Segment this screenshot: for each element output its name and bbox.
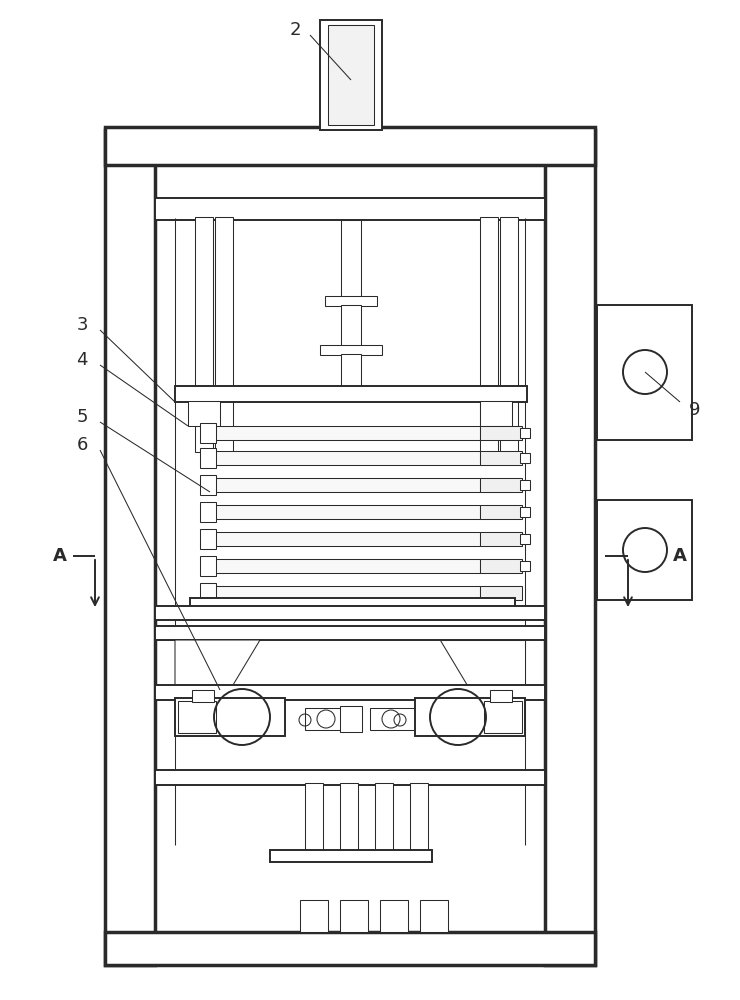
Polygon shape — [175, 640, 260, 690]
Bar — [480, 478, 522, 492]
Bar — [520, 428, 530, 438]
Bar — [420, 900, 448, 932]
Text: A: A — [673, 547, 687, 565]
Bar — [410, 783, 428, 855]
Text: 5: 5 — [76, 408, 88, 426]
Bar — [370, 708, 422, 730]
Bar — [210, 426, 480, 440]
Bar — [597, 500, 692, 600]
Bar — [520, 453, 530, 463]
Bar — [178, 701, 216, 733]
Bar — [300, 900, 328, 932]
Text: 6: 6 — [76, 436, 87, 454]
Bar — [375, 783, 393, 855]
Bar — [210, 505, 480, 519]
Bar — [155, 626, 545, 640]
Bar — [484, 701, 522, 733]
Bar — [380, 900, 408, 932]
Bar — [200, 423, 216, 443]
Bar — [320, 345, 382, 355]
Text: 4: 4 — [76, 351, 88, 369]
Bar — [520, 507, 530, 517]
Bar — [188, 401, 220, 426]
Text: 9: 9 — [689, 401, 701, 419]
Bar — [480, 451, 522, 465]
Bar — [105, 130, 155, 965]
Bar — [597, 305, 692, 440]
Bar — [480, 532, 522, 546]
Bar — [520, 561, 530, 571]
Bar — [328, 25, 374, 125]
Bar — [155, 198, 545, 220]
Bar — [175, 386, 527, 402]
Text: 3: 3 — [76, 316, 88, 334]
Bar — [480, 505, 522, 519]
Bar — [480, 401, 512, 426]
Bar — [210, 532, 480, 546]
Bar — [480, 426, 522, 440]
Bar — [210, 559, 480, 573]
Bar — [210, 451, 480, 465]
Text: A: A — [53, 547, 67, 565]
Bar — [195, 217, 213, 452]
Bar — [490, 690, 512, 702]
Bar — [175, 698, 285, 736]
Bar — [325, 296, 377, 306]
Bar — [270, 850, 432, 862]
Bar — [341, 220, 361, 300]
Bar — [210, 478, 480, 492]
Bar — [190, 598, 515, 612]
Bar — [340, 900, 368, 932]
Bar — [210, 586, 480, 600]
Bar — [520, 480, 530, 490]
Bar — [200, 529, 216, 549]
Bar — [105, 127, 595, 165]
Bar — [105, 932, 595, 965]
Polygon shape — [440, 640, 525, 690]
Bar — [480, 559, 522, 573]
Bar — [155, 770, 545, 785]
Bar — [340, 783, 358, 855]
Bar — [200, 502, 216, 522]
Bar — [155, 606, 545, 620]
Bar — [155, 685, 545, 700]
Bar — [200, 475, 216, 495]
Bar — [192, 690, 214, 702]
Bar — [341, 305, 361, 348]
Bar — [341, 354, 361, 394]
Bar — [340, 706, 362, 732]
Bar — [480, 217, 498, 452]
Bar — [500, 217, 518, 452]
Bar — [215, 217, 233, 452]
Bar — [415, 698, 525, 736]
Bar — [200, 583, 216, 603]
Bar — [520, 534, 530, 544]
Bar — [305, 783, 323, 855]
Bar — [545, 130, 595, 965]
Bar — [200, 556, 216, 576]
Text: 2: 2 — [289, 21, 300, 39]
Bar — [320, 20, 382, 130]
Bar — [305, 708, 357, 730]
Bar — [200, 448, 216, 468]
Bar — [480, 586, 522, 600]
